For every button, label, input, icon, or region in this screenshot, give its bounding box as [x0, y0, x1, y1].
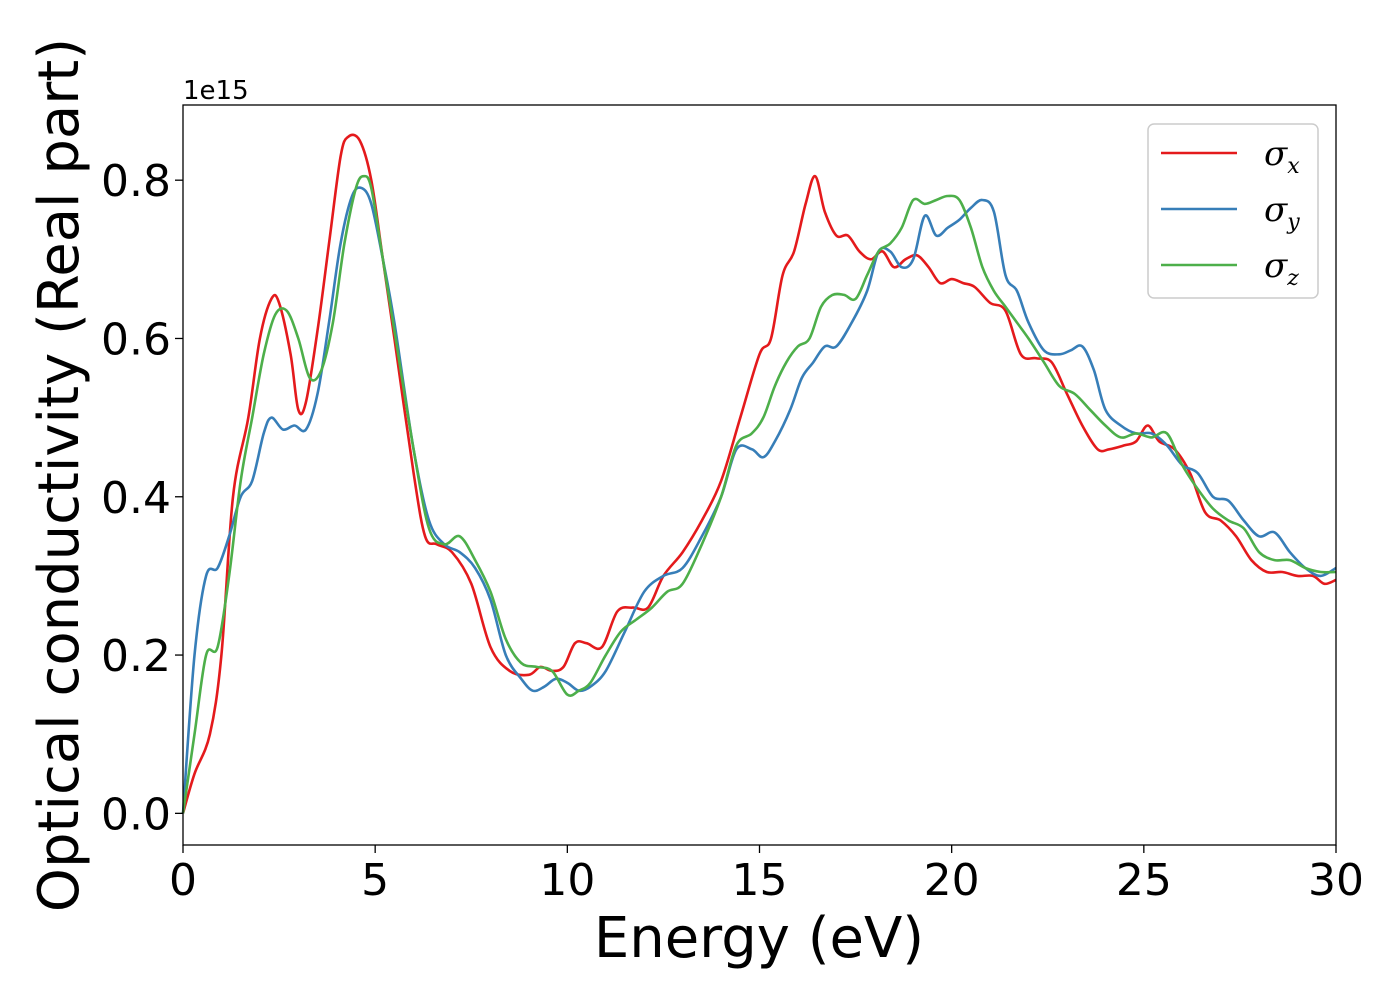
legend-subscript-z: z — [1286, 266, 1299, 291]
x-tick-label: 10 — [539, 855, 595, 906]
y-tick-label: 0.8 — [101, 156, 171, 207]
y-tick-label: 0.4 — [101, 473, 171, 524]
legend-subscript-x: x — [1287, 154, 1300, 179]
series-line-z — [181, 174, 1337, 814]
legend-box — [1147, 123, 1319, 299]
x-tick-label: 0 — [169, 855, 197, 906]
x-tick-label: 5 — [361, 855, 389, 906]
y-tick-label: 0.6 — [101, 314, 171, 365]
y-tick-label: 0.2 — [101, 631, 171, 682]
y-axis-label: Optical conductivity (Real part) — [27, 38, 92, 912]
x-axis-label: Energy (eV) — [594, 906, 924, 971]
plot-background — [183, 105, 1336, 845]
series-line-y — [181, 186, 1337, 814]
x-axis: 0 5 10 15 20 25 30 — [169, 845, 1364, 906]
x-tick-label: 20 — [924, 855, 980, 906]
x-tick-label: 25 — [1116, 855, 1172, 906]
y-axis: 0.0 0.2 0.4 0.6 0.8 — [101, 156, 183, 840]
y-offset-label: 1e15 — [183, 76, 249, 106]
x-tick-label: 30 — [1308, 855, 1364, 906]
x-tick-label: 15 — [732, 855, 788, 906]
legend-subscript-y: y — [1286, 210, 1300, 235]
series-layer — [181, 133, 1337, 814]
y-tick-label: 0.0 — [101, 789, 171, 840]
series-line-x — [181, 133, 1337, 814]
